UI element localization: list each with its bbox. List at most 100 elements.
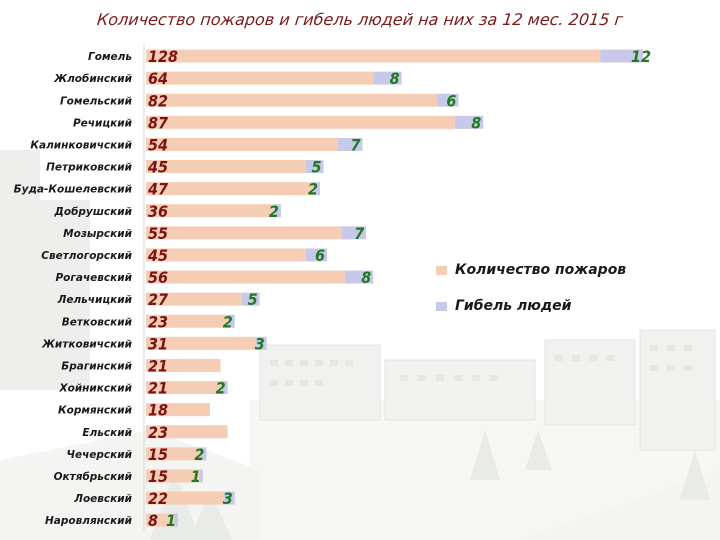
legend-swatch-deaths [436, 301, 447, 311]
category-label: Хойникский [59, 383, 133, 395]
bar-fires [146, 469, 200, 483]
bar-fires [146, 49, 601, 63]
data-label-fires: 128 [148, 47, 178, 66]
bar-deaths [600, 49, 643, 63]
data-label-deaths: 7 [351, 135, 361, 154]
data-label-deaths: 6 [446, 91, 456, 110]
bar-fires [146, 270, 345, 284]
bar-fires [146, 182, 313, 196]
category-label: Светлогорский [41, 250, 132, 262]
bar-fires [146, 403, 210, 417]
bar-fires [146, 160, 306, 174]
data-label-deaths: 2 [308, 180, 318, 199]
bar-deaths [454, 115, 484, 129]
data-label-deaths: 2 [194, 445, 204, 464]
bar-deaths [305, 160, 324, 174]
category-label: Речицкий [73, 117, 133, 129]
data-label-fires: 15 [148, 467, 168, 486]
legend: Количество пожаров Гибель людей [436, 260, 626, 332]
bar-deaths [256, 336, 267, 350]
bar-fires [146, 71, 374, 85]
bar-fires [146, 513, 175, 527]
data-label-deaths: 7 [354, 224, 364, 243]
data-label-fires: 36 [148, 202, 168, 221]
data-label-fires: 45 [147, 246, 168, 265]
legend-item-fires: Количество пожаров [436, 260, 626, 280]
category-label: Житковичский [41, 338, 133, 350]
data-label-deaths: 3 [223, 489, 233, 508]
data-label-fires: 8 [148, 511, 158, 530]
data-label-fires: 64 [148, 69, 168, 88]
data-label-deaths: 12 [631, 47, 651, 66]
data-label-fires: 27 [148, 290, 168, 309]
bar-fires [146, 226, 342, 240]
legend-swatch-fires [436, 265, 447, 275]
category-label: Лоевский [73, 493, 132, 505]
data-label-fires: 21 [148, 379, 168, 398]
bar-deaths [273, 204, 281, 218]
bar-deaths [437, 93, 459, 107]
bar-fires [146, 115, 455, 129]
data-label-deaths: 8 [390, 69, 400, 88]
bar-deaths [373, 71, 402, 85]
bar-deaths [227, 314, 235, 328]
category-label: Жлобинский [53, 73, 132, 85]
category-label: Петриковский [46, 162, 133, 174]
category-label: Кормянский [58, 405, 133, 417]
data-label-fires: 55 [148, 224, 168, 243]
bar-deaths [199, 469, 203, 483]
bar-deaths [220, 381, 228, 395]
bar-deaths [174, 513, 178, 527]
bar-fires [146, 358, 221, 372]
data-label-deaths: 5 [248, 290, 258, 309]
data-label-fires: 15 [148, 445, 168, 464]
data-label-deaths: 1 [166, 511, 176, 530]
data-label-fires: 54 [148, 135, 168, 154]
data-label-fires: 18 [148, 401, 168, 420]
data-label-deaths: 6 [315, 246, 325, 265]
data-label-fires: 56 [148, 268, 168, 287]
bar-fires [146, 204, 274, 218]
bar-deaths [305, 248, 328, 262]
bar-fires [146, 292, 242, 306]
data-label-fires: 47 [147, 180, 168, 199]
category-label: Чечерский [66, 449, 132, 461]
bar-fires [146, 314, 228, 328]
data-label-fires: 45 [147, 158, 168, 177]
bar-deaths [337, 137, 363, 151]
bar-deaths [224, 491, 235, 505]
legend-item-deaths: Гибель людей [436, 296, 626, 316]
data-label-fires: 23 [148, 312, 168, 331]
category-label: Лельчицкий [57, 294, 133, 306]
bar-fires [146, 381, 221, 395]
data-label-deaths: 5 [312, 158, 322, 177]
category-label: Ельский [82, 427, 132, 439]
bar-fires [146, 447, 200, 461]
category-label: Гомель [88, 51, 132, 63]
category-label: Добрушский [54, 206, 133, 218]
category-label: Калинковичский [30, 139, 132, 151]
bar-fires [146, 137, 338, 151]
data-label-deaths: 8 [361, 268, 371, 287]
category-label: Наровлянский [45, 515, 133, 527]
data-label-fires: 23 [148, 423, 168, 442]
data-label-fires: 82 [148, 91, 168, 110]
category-label: Ветковский [62, 316, 133, 328]
category-label: Мозырский [63, 228, 132, 240]
data-label-fires: 87 [148, 113, 168, 132]
data-label-deaths: 3 [255, 334, 265, 353]
category-label: Рогачевский [55, 272, 132, 284]
legend-label-deaths: Гибель людей [455, 298, 572, 314]
bar-fires [146, 248, 306, 262]
data-label-deaths: 2 [216, 379, 226, 398]
bar-deaths [312, 182, 320, 196]
legend-label-fires: Количество пожаров [455, 262, 627, 278]
bar-fires [146, 491, 225, 505]
data-label-deaths: 2 [269, 202, 279, 221]
category-label: Буда-Кошелевский [14, 184, 133, 196]
bar-fires [146, 93, 438, 107]
bar-deaths [341, 226, 367, 240]
category-label: Брагинский [61, 360, 132, 372]
bar-deaths [344, 270, 374, 284]
